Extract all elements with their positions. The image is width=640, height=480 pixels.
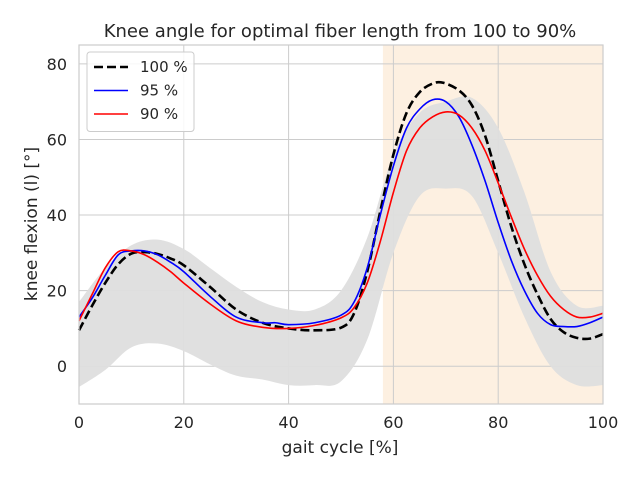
plot-frame	[78, 44, 604, 405]
x-tick-label: 20	[174, 413, 194, 432]
x-tick-label: 0	[74, 413, 84, 432]
y-axis-label: knee flexion (l) [°]	[22, 147, 42, 301]
series-line-90-percent	[78, 111, 604, 330]
plot-area: 0 20 40 60 80 100 0 20 40 60 80	[47, 44, 619, 432]
legend-label: 100 %	[140, 58, 188, 76]
x-axis-label: gait cycle [%]	[282, 438, 399, 458]
x-tick-label: 80	[488, 413, 508, 432]
y-tick-label: 80	[47, 55, 67, 74]
y-tick-label: 0	[57, 357, 67, 376]
chart-title: Knee angle for optimal fiber length from…	[104, 21, 577, 42]
x-tick-label: 100	[588, 413, 619, 432]
x-tick-label: 40	[278, 413, 298, 432]
y-tick-label: 20	[47, 282, 67, 301]
y-tick-label: 40	[47, 206, 67, 225]
legend-label: 95 %	[140, 82, 178, 100]
legend-box	[86, 51, 195, 132]
variability-band	[79, 96, 603, 387]
y-tick-label: 60	[47, 130, 67, 149]
series-line-100-percent	[77, 80, 604, 341]
legend-label: 90 %	[140, 105, 178, 123]
x-tick-label: 60	[383, 413, 403, 432]
legend: 100 % 95 % 90 %	[86, 51, 195, 132]
series-line-95-percent	[78, 98, 604, 328]
